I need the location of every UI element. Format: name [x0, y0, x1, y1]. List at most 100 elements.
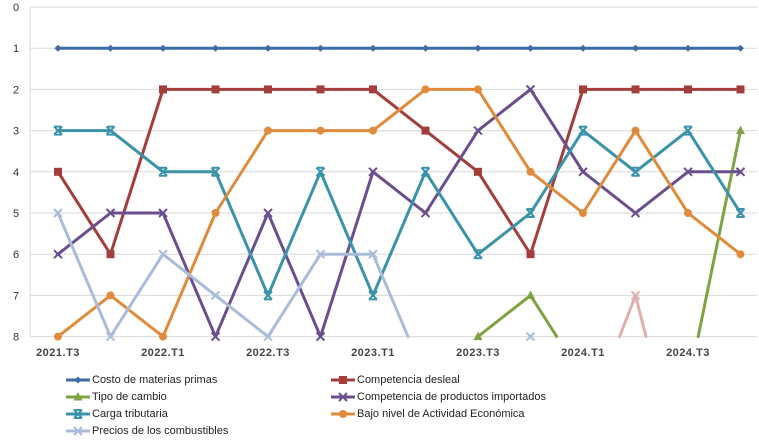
series-line-segment [371, 87, 427, 133]
legend-swatch-icon [331, 392, 355, 402]
y-tick-label: 3 [13, 126, 19, 138]
series-line-segment [214, 211, 270, 339]
data-point [736, 85, 745, 94]
data-point [105, 125, 116, 136]
data-point [579, 85, 587, 94]
x-axis-ticks: 2021.T3 2022.T1 2022.T3 2023.T1 2023.T3 2024.… [36, 347, 710, 359]
series-line-segment [529, 129, 585, 215]
data-point [315, 331, 326, 342]
data-point [684, 85, 692, 94]
data-point [525, 84, 536, 95]
data-point [106, 291, 115, 300]
y-tick-label: 8 [13, 332, 19, 344]
data-point [316, 126, 325, 135]
data-point [578, 167, 588, 177]
x-tick-label: 2023.T3 [456, 347, 500, 359]
series-line-segment [476, 170, 532, 256]
series-line-segment [634, 170, 690, 215]
data-point [264, 85, 272, 94]
data-point [368, 167, 378, 177]
legend-marker-icon [73, 392, 83, 401]
data-point [368, 249, 378, 259]
y-tick-label: 5 [13, 208, 19, 220]
data-point [263, 331, 273, 342]
data-point [105, 331, 116, 342]
data-point [210, 290, 221, 301]
series-line-segment [109, 129, 165, 174]
y-tick-label: 2 [13, 84, 19, 96]
series-line-segment [371, 252, 410, 339]
legend-item: Carga tributaria [66, 408, 168, 420]
data-point [474, 167, 482, 176]
data-point [421, 85, 430, 94]
legend-label: Precios de los combustibles [92, 425, 229, 437]
series-line-segment [56, 211, 112, 256]
series-line-segment [161, 252, 217, 297]
data-point [210, 166, 221, 177]
data-point [526, 250, 535, 259]
series-line-segment [424, 129, 480, 215]
data-point [263, 290, 273, 301]
data-point [527, 44, 534, 52]
data-point [211, 209, 220, 217]
series-line-segment [266, 211, 322, 339]
x-tick-label: 2024.T3 [666, 347, 710, 359]
legend-marker-icon [339, 410, 347, 418]
data-point [368, 290, 378, 301]
legend-label: Bajo nivel de Actividad Económica [357, 408, 525, 420]
data-point [474, 85, 482, 94]
data-point [631, 85, 640, 94]
series-line-segment [581, 129, 637, 174]
legend-label: Tipo de cambio [92, 391, 167, 403]
legend-swatch-icon [66, 376, 90, 384]
series-line-segment [214, 293, 270, 339]
data-point [54, 44, 62, 52]
data-point [210, 331, 221, 342]
data-point [631, 126, 640, 135]
series-line-segment [581, 170, 637, 215]
data-point [420, 208, 431, 218]
legend-marker-icon [338, 392, 348, 402]
x-tick-label: 2021.T3 [36, 347, 80, 359]
series-line-segment [56, 293, 112, 339]
legend-item: Bajo nivel de Actividad Económica [331, 408, 525, 420]
series-line-segment [476, 87, 532, 133]
series-line-segment [424, 170, 480, 256]
legend-item: Competencia desleal [331, 374, 460, 386]
data-point [212, 44, 219, 52]
series-line-segment [476, 293, 532, 339]
data-point [526, 290, 535, 299]
data-point [105, 208, 116, 218]
series-line-segment [476, 87, 532, 174]
legend-swatch-icon [66, 392, 90, 401]
series-line-segment [476, 211, 532, 256]
data-point [474, 44, 482, 52]
series-line-segment [319, 170, 375, 297]
series-line-segment [686, 211, 742, 256]
data-point [54, 332, 62, 341]
series-line-segment [109, 293, 165, 339]
data-point [578, 125, 588, 136]
series-line-segment [109, 252, 165, 339]
data-point [525, 208, 536, 218]
legend-label: Carga tributaria [92, 408, 168, 420]
data-point [736, 250, 745, 259]
data-point [369, 85, 377, 94]
data-point [525, 331, 536, 342]
series-line-segment [214, 170, 270, 297]
data-point [159, 85, 167, 94]
series-6 [53, 208, 536, 342]
legend-item: Costo de materias primas [66, 374, 217, 386]
series-4 [53, 125, 746, 301]
x-tick-label: 2024.T1 [561, 347, 605, 359]
data-point [159, 332, 167, 341]
data-point [421, 126, 430, 135]
data-point [737, 44, 744, 52]
series-3 [53, 84, 746, 342]
y-axis-ticks: 0 1 2 3 4 5 6 7 8 [13, 2, 19, 344]
legend-marker-icon [73, 426, 83, 436]
series-line-segment [529, 170, 585, 215]
legend-marker-icon [339, 376, 347, 384]
series-line-segment [424, 129, 480, 174]
data-point [579, 44, 587, 52]
